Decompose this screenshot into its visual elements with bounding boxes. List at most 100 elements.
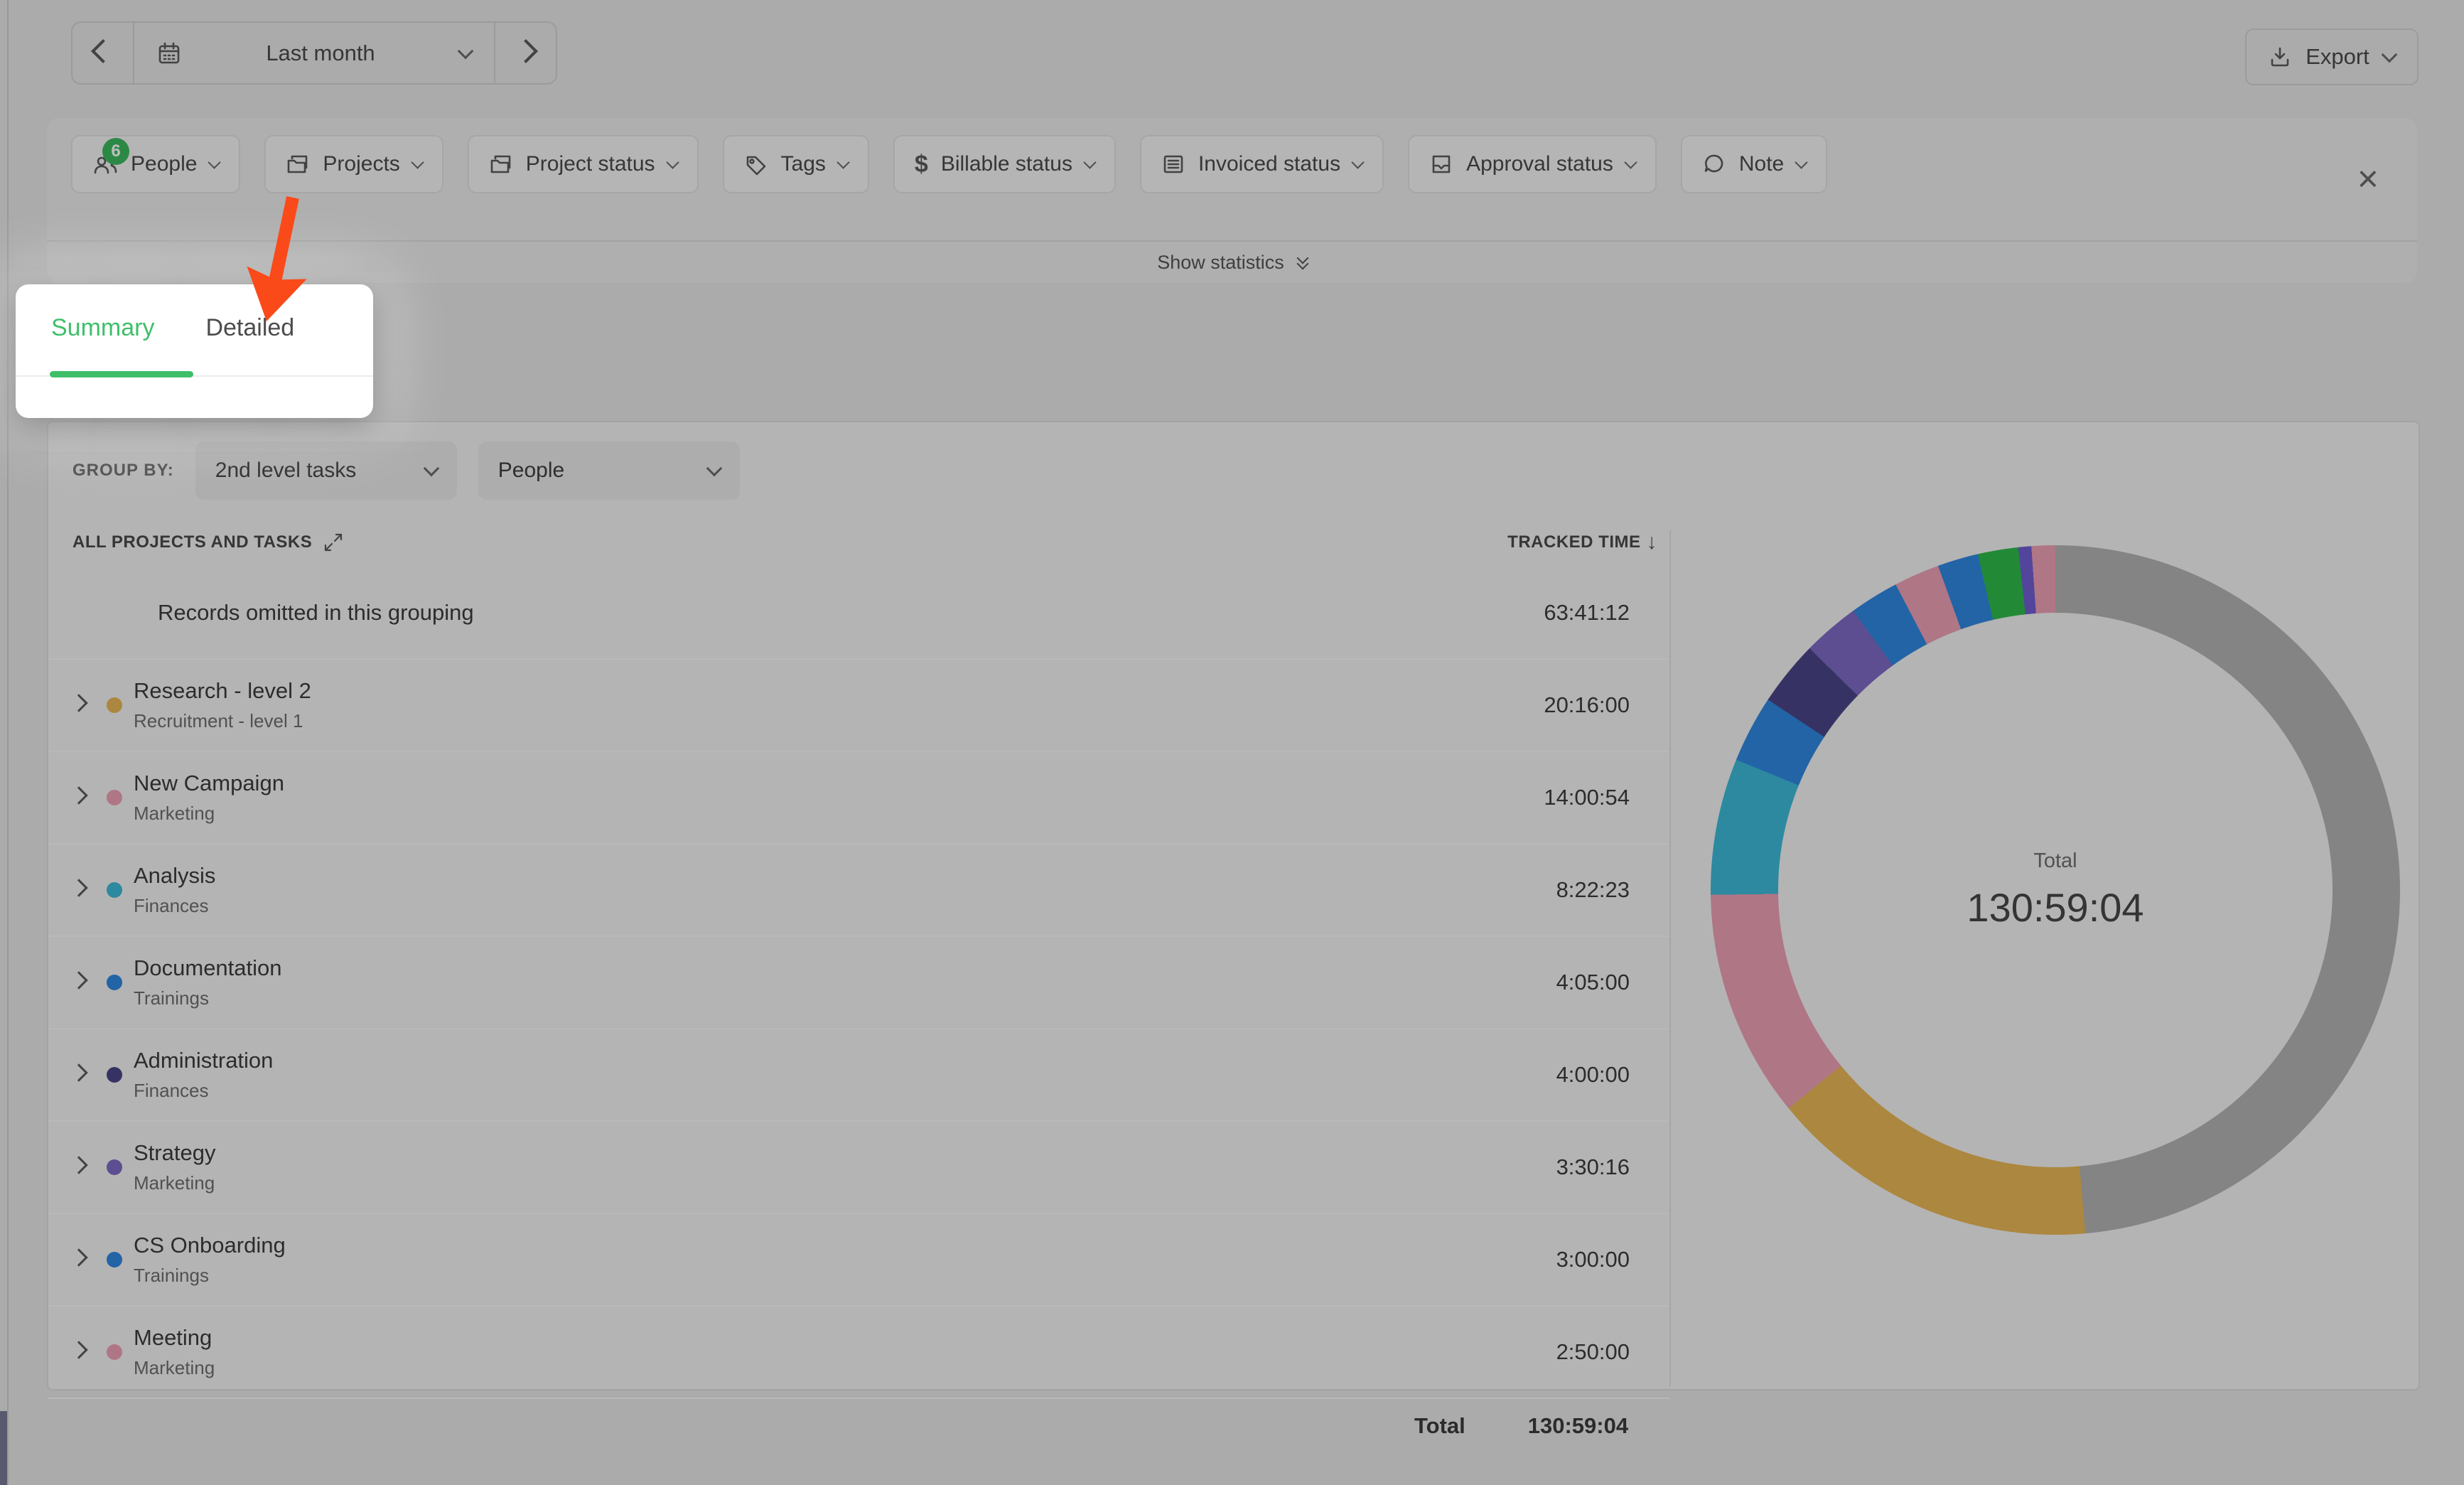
task-color-dot (107, 790, 122, 805)
table-row[interactable]: Administration Finances 4:00:00 (48, 1029, 1669, 1122)
tracked-time-value: 3:00:00 (1556, 1247, 1630, 1272)
task-parent: Marketing (134, 803, 284, 825)
filter-chip-invoiced-status[interactable]: Invoiced status (1140, 135, 1384, 193)
filter-chip-tags[interactable]: Tags (723, 135, 869, 193)
filter-chip-label: Project status (526, 152, 655, 176)
filter-chip-label: People (131, 152, 197, 176)
previous-period-button[interactable] (72, 23, 133, 83)
expand-row-icon[interactable] (70, 694, 87, 712)
next-period-button[interactable] (495, 23, 556, 83)
filter-chip-label: Note (1739, 152, 1784, 176)
task-color-dot (107, 1067, 122, 1083)
invoice-icon (1161, 152, 1185, 176)
expand-row-icon[interactable] (70, 1156, 87, 1174)
tracked-time-value: 8:22:23 (1556, 877, 1630, 903)
task-parent: Recruitment - level 1 (134, 710, 311, 732)
filter-chip-billable-status[interactable]: $ Billable status (893, 135, 1116, 193)
donut-total-label: Total (2033, 849, 2077, 873)
group-by-second-dropdown[interactable]: People (478, 441, 740, 500)
expand-row-icon[interactable] (70, 879, 87, 896)
tag-icon (744, 152, 768, 176)
expand-row-icon[interactable] (70, 786, 87, 804)
tracked-time-value: 3:30:16 (1556, 1154, 1630, 1180)
date-range-navigator: Last month (71, 21, 557, 85)
tracked-time-value: 20:16:00 (1544, 692, 1630, 718)
expand-row-icon[interactable] (70, 1248, 87, 1266)
table-row[interactable]: Documentation Trainings 4:05:00 (48, 937, 1669, 1029)
export-button[interactable]: Export (2245, 28, 2419, 85)
chevron-right-icon (514, 39, 538, 63)
tracked-time-value: 4:00:00 (1556, 1062, 1630, 1088)
chevron-down-icon (666, 156, 679, 168)
chevron-down-icon (1083, 156, 1096, 168)
sidebar-corner (0, 1411, 7, 1485)
chevron-left-icon (91, 39, 115, 63)
task-parent: Finances (134, 895, 215, 917)
task-title: Meeting (134, 1325, 215, 1351)
tutorial-arrow-icon (213, 178, 377, 348)
task-color-dot (107, 1344, 122, 1360)
filter-panel: 6 People Projects Project status (47, 118, 2417, 240)
task-title: New Campaign (134, 771, 284, 796)
filter-chip-note[interactable]: Note (1681, 135, 1827, 193)
expand-row-icon[interactable] (70, 1063, 87, 1081)
double-chevron-down-icon (1298, 257, 1307, 268)
chevron-down-icon (411, 156, 424, 168)
tracked-time-value: 2:50:00 (1556, 1339, 1630, 1365)
show-statistics-label: Show statistics (1157, 252, 1284, 274)
expand-row-icon[interactable] (70, 971, 87, 989)
date-range-label: Last month (266, 41, 375, 66)
group-by-first-dropdown[interactable]: 2nd level tasks (195, 441, 457, 500)
filter-chip-label: Projects (323, 152, 399, 176)
group-by-label: GROUP BY: (72, 461, 174, 481)
task-parent: Trainings (134, 1265, 286, 1287)
task-color-dot (107, 697, 122, 713)
table-row[interactable]: Research - level 2 Recruitment - level 1… (48, 660, 1669, 752)
tracked-time-value: 63:41:12 (1544, 600, 1630, 626)
folder-icon (286, 152, 310, 176)
task-parent: Marketing (134, 1357, 215, 1379)
date-range-dropdown[interactable]: Last month (133, 23, 495, 83)
filter-chip-label: Tags (781, 152, 826, 176)
table-row[interactable]: Strategy Marketing 3:30:16 (48, 1122, 1669, 1214)
column-divider (1669, 530, 1671, 1386)
table-row[interactable]: CS Onboarding Trainings 3:00:00 (48, 1214, 1669, 1307)
task-color-dot (107, 1252, 122, 1267)
calendar-icon (157, 41, 181, 65)
tracked-time-donut-chart[interactable]: Total 130:59:04 (1711, 545, 2400, 1235)
task-title: CS Onboarding (134, 1233, 286, 1258)
task-color-dot (107, 882, 122, 898)
export-label: Export (2306, 44, 2369, 70)
chevron-down-icon (1624, 156, 1637, 168)
tab-summary[interactable]: Summary (51, 314, 154, 342)
show-statistics-toggle[interactable]: Show statistics (47, 240, 2417, 283)
expand-icon[interactable] (323, 532, 343, 552)
table-row[interactable]: Meeting Marketing 2:50:00 (48, 1307, 1669, 1399)
tracked-time-column-header[interactable]: TRACKED TIME (1507, 532, 1640, 552)
download-icon (2269, 45, 2291, 68)
active-tab-indicator (50, 371, 193, 377)
chevron-down-icon (2381, 47, 2397, 63)
report-page: Last month Export 6 People (0, 0, 2464, 1485)
task-title: Administration (134, 1048, 273, 1073)
table-row: Records omitted in this grouping 63:41:1… (48, 567, 1669, 660)
filter-chip-approval-status[interactable]: Approval status (1408, 135, 1657, 193)
chevron-down-icon (836, 156, 849, 168)
task-title: Strategy (134, 1140, 215, 1166)
table-row[interactable]: Analysis Finances 8:22:23 (48, 845, 1669, 937)
task-parent: Trainings (134, 987, 282, 1009)
footer-total-label: Total (1414, 1413, 1465, 1439)
task-table: Records omitted in this grouping 63:41:1… (48, 567, 1669, 1399)
task-title: Research - level 2 (134, 678, 311, 704)
task-title: Analysis (134, 863, 215, 889)
clear-filters-icon[interactable]: × (2357, 161, 2379, 198)
chevron-down-icon (1795, 156, 1808, 168)
note-bubble-icon (1702, 152, 1726, 176)
filter-chip-project-status[interactable]: Project status (468, 135, 699, 193)
expand-row-icon[interactable] (70, 1341, 87, 1358)
chevron-down-icon (423, 461, 439, 477)
table-row[interactable]: New Campaign Marketing 14:00:54 (48, 752, 1669, 845)
sidebar-edge-divider (7, 0, 9, 1485)
report-panel: GROUP BY: 2nd level tasks People ALL PRO… (47, 421, 2420, 1390)
tracked-time-value: 4:05:00 (1556, 970, 1630, 995)
